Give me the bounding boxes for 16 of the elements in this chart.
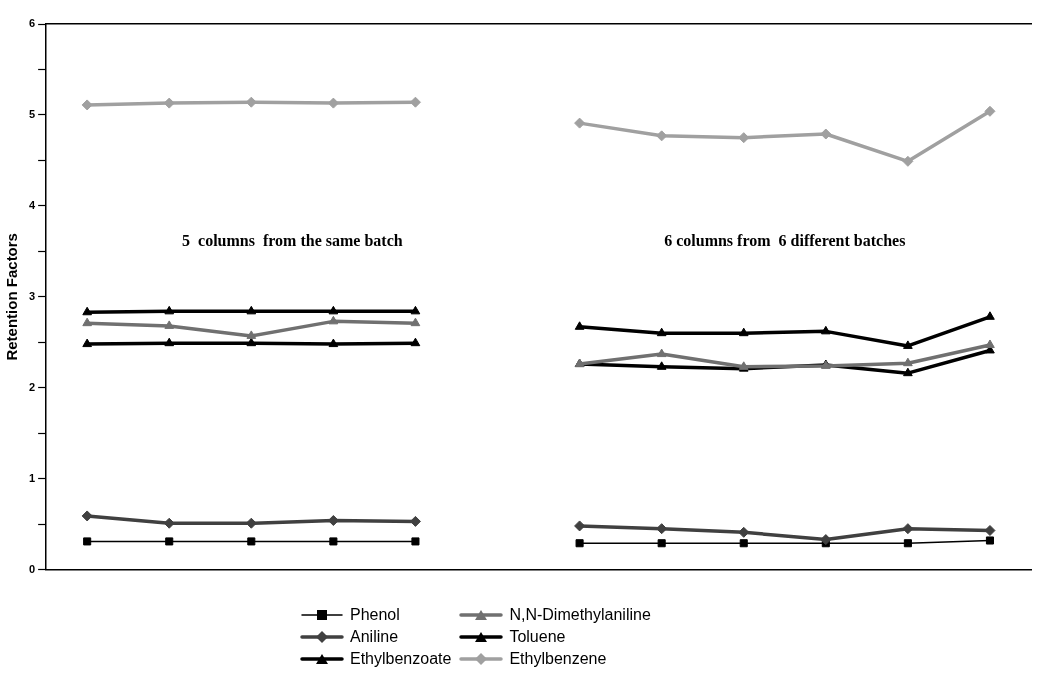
y-tick-label: 1 — [28, 471, 36, 484]
legend-label: Ethylbenzene — [509, 650, 607, 668]
y-axis-title: Retention Factors — [3, 233, 21, 361]
legend-label: Aniline — [350, 628, 399, 646]
y-tick-label: 3 — [28, 289, 36, 302]
legend-label: Phenol — [350, 606, 400, 624]
y-tick-label: 2 — [28, 380, 36, 393]
legend-label: Toluene — [509, 628, 566, 646]
y-tick-label: 4 — [28, 198, 36, 211]
legend-label: N,N-Dimethylaniline — [509, 606, 651, 624]
y-tick-label: 0 — [28, 562, 36, 575]
annotation: 5 columns from the same batch — [182, 232, 403, 250]
y-tick-label: 5 — [28, 107, 36, 120]
legend-label: Ethylbenzoate — [350, 650, 452, 668]
y-tick-label: 6 — [28, 17, 36, 30]
annotation: 6 columns from 6 different batches — [664, 232, 906, 250]
